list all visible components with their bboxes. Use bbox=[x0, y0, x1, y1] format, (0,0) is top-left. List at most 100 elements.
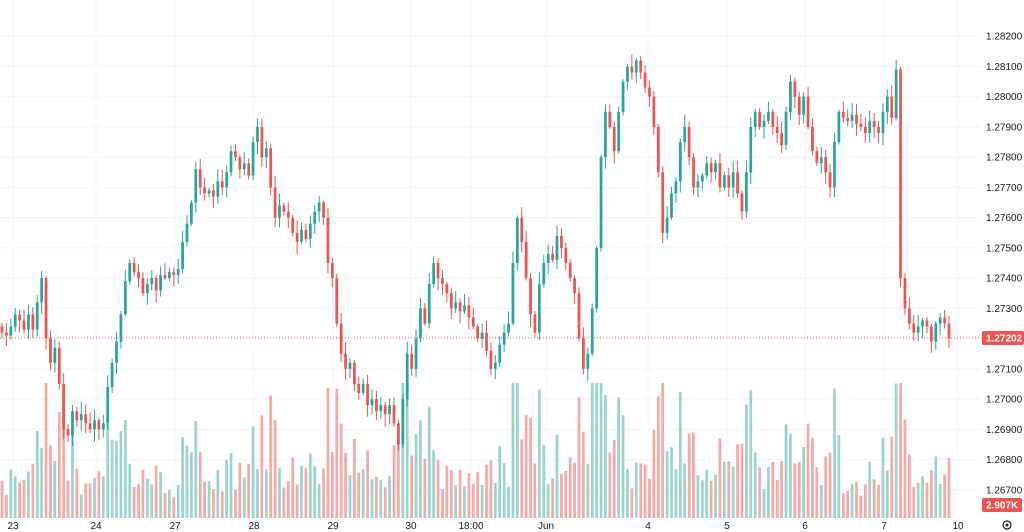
volume-bar bbox=[656, 396, 660, 518]
candle-body bbox=[802, 96, 806, 115]
volume-bar bbox=[489, 460, 493, 518]
volume-bar bbox=[256, 469, 259, 518]
volume-bar bbox=[119, 430, 123, 518]
volume-bar bbox=[344, 452, 347, 518]
volume-bar bbox=[749, 390, 753, 518]
volume-bar bbox=[238, 462, 242, 518]
price-axis[interactable]: 1.28200 1.28100 1.28000 1.27900 1.27800 1.277… bbox=[986, 32, 1023, 497]
candle-body bbox=[476, 326, 480, 339]
volume-bar bbox=[665, 451, 669, 518]
candle-body bbox=[88, 423, 92, 430]
volume-bar bbox=[881, 437, 885, 518]
candle-body bbox=[709, 163, 713, 173]
candle-body bbox=[172, 272, 176, 276]
candle-body bbox=[687, 126, 691, 158]
volume-bar bbox=[890, 436, 894, 518]
volume-bar bbox=[507, 486, 510, 518]
candle-body bbox=[903, 278, 907, 309]
candle-body bbox=[846, 117, 850, 121]
candle-body bbox=[141, 278, 145, 294]
volume-bar bbox=[480, 484, 484, 518]
volume-bar bbox=[727, 461, 731, 518]
volume-bar bbox=[767, 466, 770, 518]
volume-bar bbox=[696, 475, 700, 518]
volume-bar bbox=[35, 430, 39, 518]
candle-body bbox=[850, 114, 854, 121]
volume-bar bbox=[934, 456, 938, 518]
volume-bar bbox=[485, 464, 488, 518]
price-tick-label: 1.27900 bbox=[986, 122, 1023, 133]
candle-body bbox=[573, 278, 576, 294]
candle-body bbox=[84, 414, 88, 424]
volume-bar bbox=[132, 486, 136, 518]
volume-bar bbox=[194, 421, 198, 518]
volume-bar bbox=[833, 388, 836, 518]
time-tick-label: Jun bbox=[538, 521, 554, 532]
candle-body bbox=[449, 293, 453, 309]
candle-body bbox=[643, 72, 647, 88]
candle-body bbox=[718, 163, 722, 188]
volume-bar bbox=[595, 383, 598, 518]
candle-body bbox=[216, 181, 220, 197]
settings-icon[interactable] bbox=[1002, 520, 1012, 530]
volume-bar bbox=[123, 420, 127, 518]
candle-body bbox=[150, 278, 154, 285]
candle-body bbox=[295, 232, 299, 242]
candle-body bbox=[511, 263, 515, 324]
volume-bar bbox=[533, 463, 537, 518]
volume-bars bbox=[0, 383, 951, 518]
candle-body bbox=[110, 362, 114, 387]
volume-bar bbox=[837, 434, 841, 518]
candle-body bbox=[79, 414, 83, 421]
volume-bar bbox=[401, 383, 405, 518]
volume-bar bbox=[405, 383, 409, 518]
candle-body bbox=[930, 326, 933, 342]
volume-bar bbox=[529, 417, 532, 518]
price-tick-label: 1.27800 bbox=[986, 153, 1023, 164]
price-tick-label: 1.27300 bbox=[986, 304, 1023, 315]
volume-bar bbox=[863, 484, 867, 518]
candle-body bbox=[62, 383, 66, 430]
volume-bar bbox=[850, 484, 854, 518]
volume-bar bbox=[846, 490, 850, 518]
candle-body bbox=[66, 429, 70, 436]
volume-bar bbox=[872, 479, 876, 518]
candle-body bbox=[115, 341, 118, 363]
candle-body bbox=[5, 332, 8, 336]
volume-bar bbox=[938, 483, 942, 518]
volume-bar bbox=[79, 494, 83, 518]
volume-bar bbox=[577, 397, 581, 518]
candle-body bbox=[551, 253, 554, 260]
volume-bar bbox=[463, 486, 466, 518]
candle-body bbox=[238, 157, 242, 170]
volume-bar bbox=[145, 478, 149, 518]
volume-bar bbox=[612, 439, 616, 518]
volume-bar bbox=[621, 415, 625, 518]
candle-body bbox=[797, 96, 801, 115]
volume-bar bbox=[709, 480, 713, 518]
candle-body bbox=[427, 284, 431, 324]
volume-bar bbox=[185, 445, 189, 518]
volume-bar bbox=[560, 473, 563, 518]
volume-bar bbox=[84, 483, 88, 518]
volume-bar bbox=[930, 470, 933, 518]
candle-body bbox=[648, 87, 651, 97]
candle-body bbox=[502, 332, 506, 345]
volume-bar bbox=[828, 452, 832, 518]
candle-body bbox=[604, 111, 607, 158]
candle-body bbox=[542, 263, 546, 285]
candle-body bbox=[758, 111, 761, 127]
time-tick-label: 29 bbox=[327, 521, 339, 532]
candle-body bbox=[753, 111, 757, 127]
candle-body bbox=[137, 272, 140, 279]
volume-bar bbox=[753, 452, 757, 518]
volume-bar bbox=[163, 492, 167, 518]
candle-body bbox=[405, 353, 409, 400]
volume-bar bbox=[524, 415, 528, 518]
time-axis[interactable]: 23 24 27 28 29 30 18:00 Jun 4 5 6 7 10 bbox=[7, 521, 964, 532]
candle-body bbox=[498, 344, 502, 363]
volume-bar bbox=[916, 482, 920, 518]
candle-body bbox=[731, 172, 735, 188]
volume-bar bbox=[564, 470, 568, 518]
